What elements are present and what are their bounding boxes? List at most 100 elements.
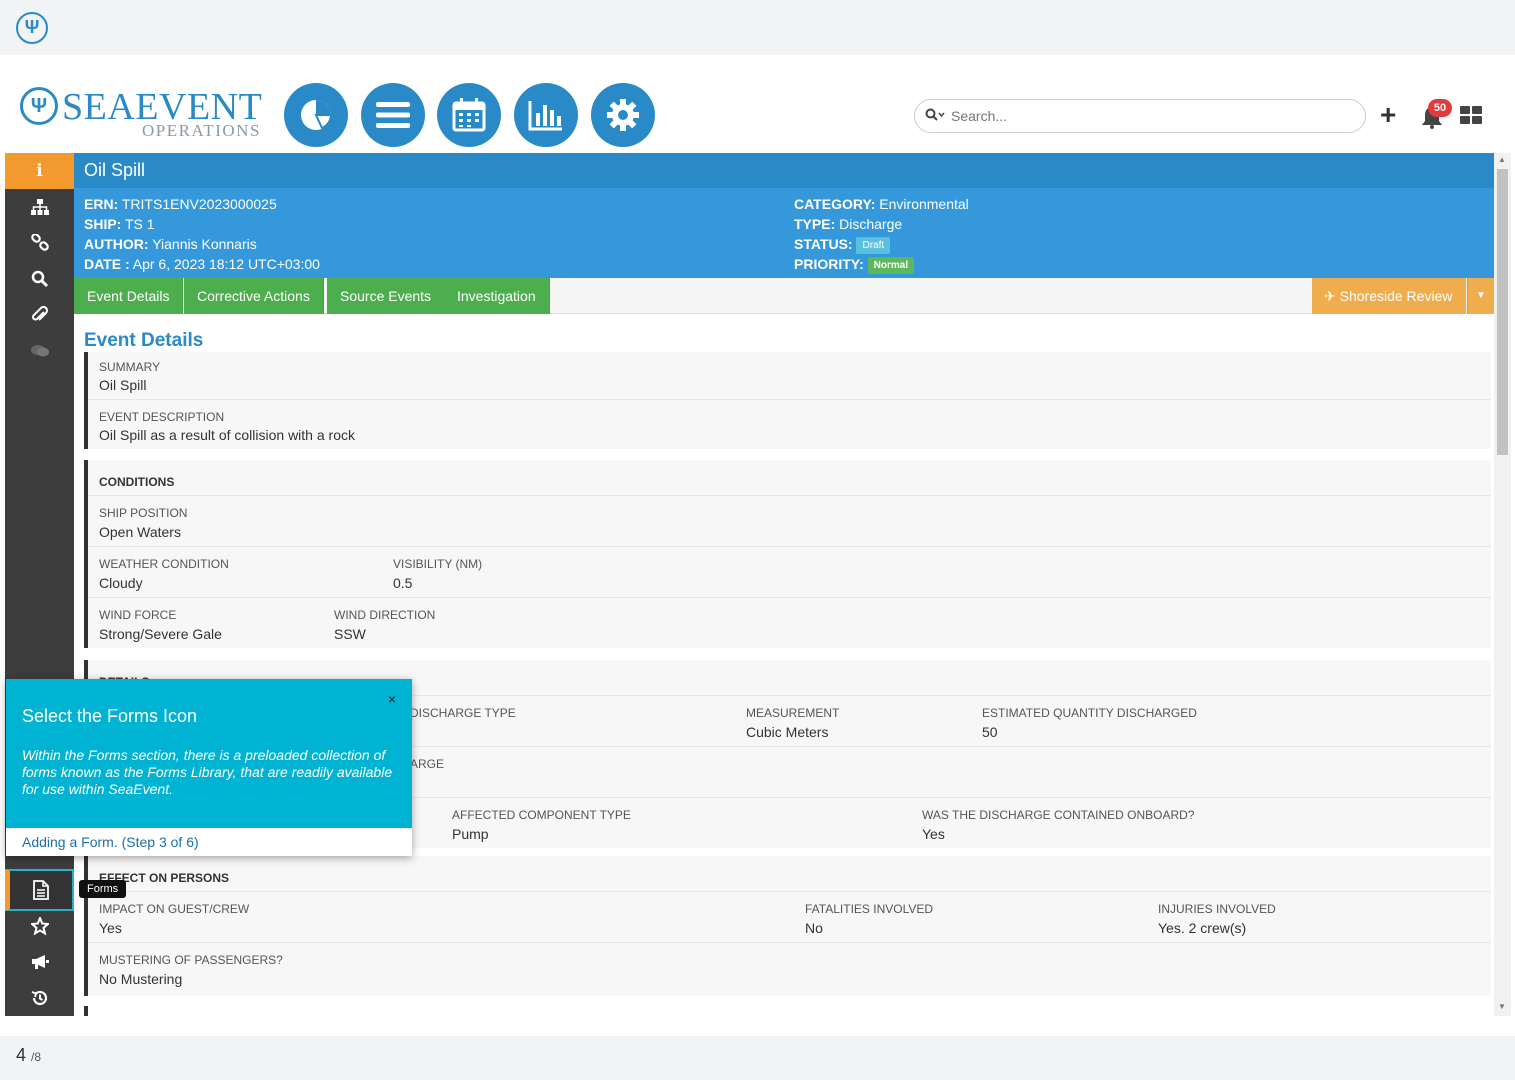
quantity-value: 50 <box>982 724 998 740</box>
mustering-label: MUSTERING OF PASSENGERS? <box>99 953 283 967</box>
injuries-label: INJURIES INVOLVED <box>1158 902 1276 916</box>
conditions-heading: CONDITIONS <box>99 475 175 489</box>
search-box[interactable] <box>914 99 1366 133</box>
tour-popover-title: Select the Forms Icon <box>22 706 198 726</box>
hierarchy-icon[interactable] <box>5 189 74 225</box>
wind-row: WIND FORCE Strong/Severe Gale WIND DIREC… <box>88 598 1491 647</box>
visibility-value: 0.5 <box>393 575 413 591</box>
author-label: AUTHOR: <box>84 236 149 252</box>
star-icon[interactable] <box>5 908 74 944</box>
date-value: Apr 6, 2023 18:12 UTC+03:00 <box>132 256 320 272</box>
persons-heading-row: EFFECT ON PERSONS <box>88 856 1491 892</box>
tour-popover: Select the Forms Icon Within the Forms s… <box>6 679 412 856</box>
conditions-panel: CONDITIONS SHIP POSITION Open Waters WEA… <box>84 460 1491 648</box>
paperclip-icon[interactable] <box>5 297 74 333</box>
summary-panel: SUMMARY Oil Spill EVENT DESCRIPTION Oil … <box>84 352 1491 449</box>
status-badge: Draft <box>856 237 891 254</box>
content-scrollbar[interactable]: ▲ ▼ <box>1494 153 1511 1016</box>
tour-popover-body: Select the Forms Icon Within the Forms s… <box>6 679 412 828</box>
contained-value: Yes <box>922 826 945 842</box>
persons-panel: EFFECT ON PERSONS IMPACT ON GUEST/CREW Y… <box>84 856 1491 996</box>
discharge-type-label: DISCHARGE TYPE <box>410 706 516 720</box>
ern-value: TRITS1ENV2023000025 <box>121 196 277 212</box>
ship-position-label: SHIP POSITION <box>99 506 188 520</box>
page-indicator: 4 /8 <box>16 1045 41 1066</box>
forms-tooltip: Forms <box>79 880 127 898</box>
viewer-top-bar: Ψ <box>0 0 1515 55</box>
ship-value: TS 1 <box>124 216 155 232</box>
list-menu-button[interactable] <box>361 83 425 147</box>
add-icon[interactable]: + <box>1380 99 1397 130</box>
discharge-label: ARGE <box>410 757 445 771</box>
author-value: Yiannis Konnaris <box>152 236 257 252</box>
pie-chart-icon <box>301 100 333 130</box>
quantity-label: ESTIMATED QUANTITY DISCHARGED <box>982 706 1197 720</box>
visibility-label: VISIBILITY (NM) <box>393 557 483 571</box>
ship-position-row: SHIP POSITION Open Waters <box>88 496 1491 547</box>
event-info-left: ERN: TRITS1ENV2023000025 SHIP: TS 1 AUTH… <box>84 194 320 274</box>
link-icon[interactable] <box>5 225 74 261</box>
impact-row: IMPACT ON GUEST/CREW Yes FATALITIES INVO… <box>88 892 1491 943</box>
scrollbar-thumb[interactable] <box>1497 169 1508 455</box>
paper-plane-icon: ✈ <box>1324 288 1336 304</box>
megaphone-icon[interactable] <box>5 944 74 980</box>
impact-label: IMPACT ON GUEST/CREW <box>99 902 250 916</box>
wind-force-value: Strong/Severe Gale <box>99 626 222 642</box>
priority-label: PRIORITY: <box>794 256 864 272</box>
info-icon[interactable]: i <box>5 153 74 189</box>
section-title: Event Details <box>84 330 204 351</box>
event-info-right: CATEGORY: Environmental TYPE: Discharge … <box>794 194 969 274</box>
event-info-bar: ERN: TRITS1ENV2023000025 SHIP: TS 1 AUTH… <box>74 188 1494 278</box>
scroll-down-arrow-icon[interactable]: ▼ <box>1498 1002 1506 1011</box>
hamburger-icon <box>376 102 410 128</box>
app-header: Ψ SEAEVENT OPERATIONS + 50 <box>0 55 1515 153</box>
type-label: TYPE: <box>794 216 836 232</box>
tab-corrective-actions[interactable]: Corrective Actions <box>184 278 324 314</box>
conditions-heading-row: CONDITIONS <box>88 460 1491 496</box>
apps-grid-icon[interactable] <box>1460 106 1484 131</box>
brand-name: SEAEVENT <box>62 86 263 128</box>
reports-button[interactable] <box>514 83 578 147</box>
measurement-value: Cubic Meters <box>746 724 829 740</box>
measurement-label: MEASUREMENT <box>746 706 840 720</box>
next-panel-edge <box>84 1006 1491 1016</box>
wind-direction-value: SSW <box>334 626 366 642</box>
calendar-button[interactable] <box>437 83 501 147</box>
weather-value: Cloudy <box>99 575 143 591</box>
settings-button[interactable] <box>591 83 655 147</box>
tour-popover-text: Within the Forms section, there is a pre… <box>22 747 393 797</box>
summary-label: SUMMARY <box>99 360 161 374</box>
shoreside-review-button[interactable]: ✈ Shoreside Review <box>1312 278 1466 314</box>
ship-label: SHIP: <box>84 216 122 232</box>
close-icon[interactable]: × <box>387 691 396 707</box>
weather-label: WEATHER CONDITION <box>99 557 229 571</box>
tab-investigation[interactable]: Investigation <box>444 278 550 314</box>
search-input[interactable] <box>951 106 1351 126</box>
search-icon[interactable] <box>925 108 945 125</box>
event-sidebar: i <box>5 153 74 1016</box>
scroll-up-arrow-icon[interactable]: ▲ <box>1498 155 1506 164</box>
weather-row: WEATHER CONDITION Cloudy VISIBILITY (NM)… <box>88 547 1491 598</box>
gear-icon <box>607 99 639 131</box>
forms-icon[interactable] <box>5 869 74 911</box>
search-icon[interactable] <box>5 261 74 297</box>
contained-label: WAS THE DISCHARGE CONTAINED ONBOARD? <box>922 808 1195 822</box>
dashboard-button[interactable] <box>284 83 348 147</box>
discharge-row: DISCHARGE TYPE MEASUREMENT Cubic Meters … <box>88 696 1491 747</box>
comments-icon[interactable] <box>5 333 74 369</box>
bar-chart-icon <box>528 101 562 131</box>
wind-direction-label: WIND DIRECTION <box>334 608 436 622</box>
history-icon[interactable] <box>5 980 74 1016</box>
event-title: Oil Spill <box>74 153 1494 188</box>
category-value: Environmental <box>879 196 969 212</box>
description-row: EVENT DESCRIPTION Oil Spill as a result … <box>88 400 1491 449</box>
tab-event-details[interactable]: Event Details <box>74 278 184 314</box>
ship-position-value: Open Waters <box>99 524 181 540</box>
fatalities-value: No <box>805 920 823 936</box>
priority-badge: Normal <box>867 257 915 274</box>
shoreside-dropdown-caret-icon[interactable]: ▼ <box>1467 278 1494 314</box>
tab-source-events[interactable]: Source Events <box>327 278 446 314</box>
tour-step-indicator: Adding a Form. (Step 3 of 6) <box>22 834 199 850</box>
description-value: Oil Spill as a result of collision with … <box>99 427 355 443</box>
component-value: Pump <box>452 826 489 842</box>
